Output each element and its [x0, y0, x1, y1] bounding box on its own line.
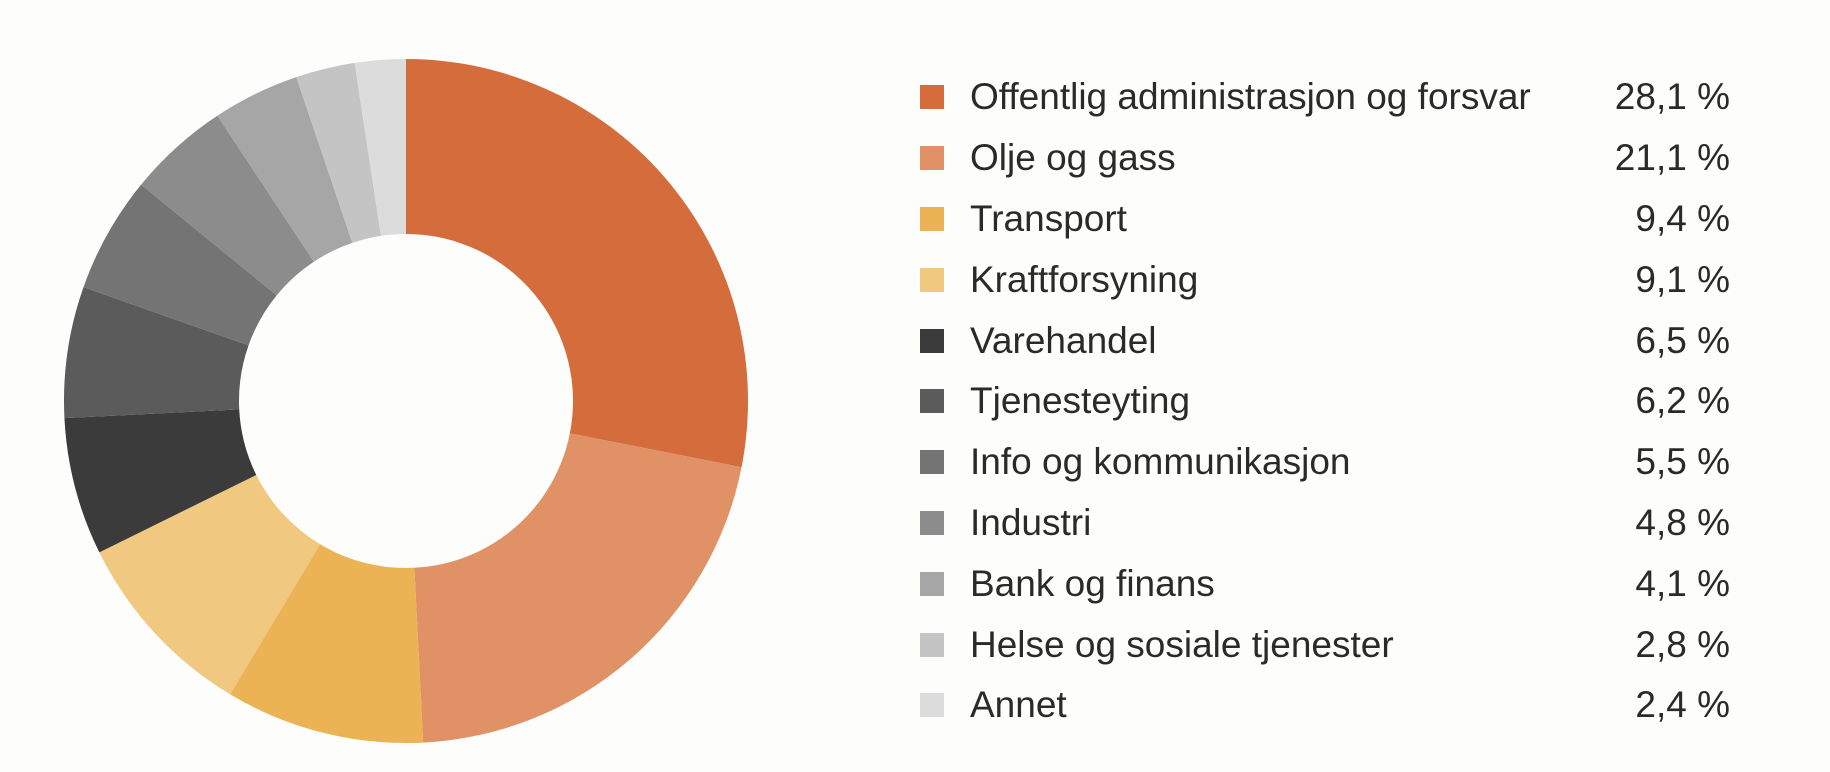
legend-label: Kraftforsyning — [970, 258, 1199, 300]
donut-slice-8 — [217, 77, 353, 262]
legend-swatch — [920, 267, 944, 292]
legend-item: Bank og finans 4,1 % — [920, 553, 1730, 614]
legend-label: Info og kommunikasjon — [970, 441, 1351, 483]
legend-swatch — [920, 632, 944, 657]
donut-slice-5 — [64, 287, 249, 419]
legend-value: 6,5 % — [1635, 319, 1730, 361]
legend-swatch — [920, 571, 944, 596]
legend-item: Industri 4,8 % — [920, 493, 1730, 554]
legend-value: 6,2 % — [1635, 380, 1730, 422]
legend-item: Kraftforsyning 9,1 % — [920, 249, 1730, 310]
donut-slice-4 — [64, 409, 257, 553]
legend-label: Offentlig administrasjon og forsvar — [970, 76, 1531, 118]
legend-label: Annet — [970, 684, 1067, 726]
legend-item: Transport 9,4 % — [920, 189, 1730, 250]
legend-swatch — [920, 450, 944, 475]
legend-label: Industri — [970, 501, 1092, 543]
legend-value: 4,1 % — [1635, 562, 1730, 604]
legend-label: Tjenesteyting — [970, 380, 1191, 422]
donut-slice-0 — [406, 59, 748, 468]
legend-value: 5,5 % — [1635, 441, 1730, 483]
donut-slice-9 — [296, 62, 381, 243]
chart-legend: Offentlig administrasjon og forsvar 28,1 … — [920, 67, 1730, 736]
legend-swatch — [920, 85, 944, 110]
legend-item: Varehandel 6,5 % — [920, 310, 1730, 371]
legend-swatch — [920, 693, 944, 718]
legend-value: 2,4 % — [1635, 684, 1730, 726]
legend-swatch — [920, 146, 944, 171]
legend-item: Info og kommunikasjon 5,5 % — [920, 432, 1730, 493]
donut-slice-2 — [230, 544, 424, 743]
legend-label: Transport — [970, 197, 1127, 239]
legend-item: Olje og gass 21,1 % — [920, 128, 1730, 189]
legend-value: 21,1 % — [1614, 137, 1730, 179]
legend-item: Annet 2,4 % — [920, 675, 1730, 736]
donut-slice-10 — [354, 59, 406, 236]
legend-label: Olje og gass — [970, 137, 1176, 179]
donut-slice-6 — [83, 184, 277, 346]
legend-swatch — [920, 510, 944, 535]
donut-slice-3 — [99, 474, 321, 695]
legend-swatch — [920, 389, 944, 414]
legend-swatch — [920, 206, 944, 231]
legend-swatch — [920, 328, 944, 353]
legend-label: Varehandel — [970, 319, 1157, 361]
legend-value: 28,1 % — [1614, 76, 1730, 118]
legend-value: 4,8 % — [1635, 501, 1730, 543]
legend-value: 2,8 % — [1635, 623, 1730, 665]
legend-item: Offentlig administrasjon og forsvar 28,1 … — [920, 67, 1730, 128]
legend-label: Bank og finans — [970, 562, 1215, 604]
legend-value: 9,4 % — [1635, 197, 1730, 239]
legend-item: Tjenesteyting 6,2 % — [920, 371, 1730, 432]
legend-item: Helse og sosiale tjenester 2,8 % — [920, 614, 1730, 675]
donut-slice-1 — [414, 433, 742, 743]
donut-slice-7 — [141, 115, 314, 296]
legend-value: 9,1 % — [1635, 258, 1730, 300]
legend-label: Helse og sosiale tjenester — [970, 623, 1394, 665]
